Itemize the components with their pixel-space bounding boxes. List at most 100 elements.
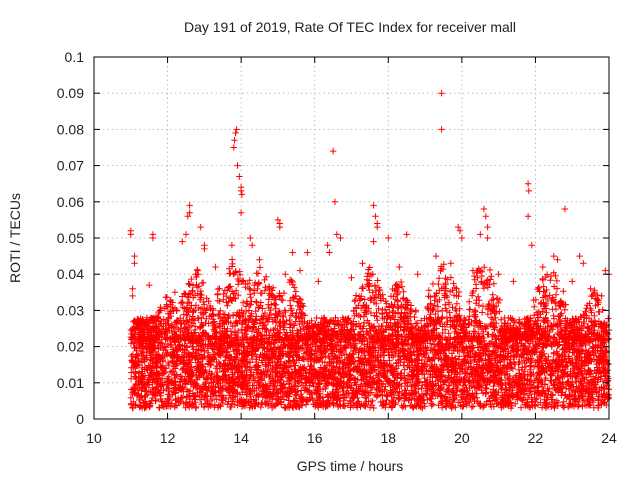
data-point bbox=[575, 378, 582, 386]
data-point bbox=[359, 383, 366, 390]
data-point bbox=[300, 325, 307, 332]
data-point bbox=[297, 326, 304, 333]
data-point bbox=[544, 317, 551, 325]
data-point bbox=[391, 327, 399, 334]
data-point bbox=[550, 269, 557, 276]
data-point bbox=[476, 362, 483, 370]
data-point bbox=[582, 308, 589, 315]
data-point bbox=[246, 277, 253, 284]
data-point bbox=[185, 280, 192, 287]
data-point bbox=[564, 317, 571, 324]
data-point bbox=[303, 326, 310, 333]
data-point bbox=[296, 306, 303, 313]
data-point bbox=[281, 307, 288, 314]
data-point bbox=[473, 384, 481, 392]
data-point bbox=[435, 275, 443, 282]
data-point bbox=[228, 256, 236, 263]
data-point bbox=[137, 402, 144, 409]
data-point bbox=[374, 387, 382, 394]
data-point bbox=[324, 339, 331, 346]
data-point bbox=[160, 316, 167, 323]
data-point bbox=[325, 353, 332, 360]
data-point bbox=[189, 282, 197, 289]
data-point bbox=[217, 403, 224, 410]
data-point bbox=[473, 394, 481, 402]
data-point bbox=[451, 325, 459, 332]
data-point bbox=[278, 296, 285, 303]
data-point bbox=[386, 357, 393, 364]
data-point bbox=[490, 280, 498, 287]
data-point bbox=[309, 395, 316, 402]
data-point bbox=[227, 365, 235, 373]
data-point bbox=[515, 366, 523, 374]
data-point bbox=[291, 284, 298, 291]
data-point bbox=[598, 342, 605, 349]
data-point bbox=[389, 309, 396, 316]
data-point bbox=[445, 330, 452, 337]
data-point bbox=[198, 314, 205, 322]
data-point bbox=[252, 308, 259, 315]
data-point bbox=[161, 331, 168, 339]
data-point bbox=[164, 340, 172, 348]
data-point bbox=[401, 366, 408, 373]
data-point bbox=[453, 285, 460, 292]
data-point bbox=[225, 284, 232, 291]
data-point bbox=[548, 391, 555, 398]
data-point bbox=[474, 274, 481, 281]
data-point bbox=[394, 288, 401, 295]
data-point bbox=[547, 277, 554, 284]
data-point bbox=[486, 266, 494, 274]
data-points bbox=[127, 90, 613, 412]
data-point bbox=[160, 387, 167, 394]
data-point bbox=[546, 292, 553, 299]
data-point bbox=[509, 328, 517, 335]
data-point bbox=[471, 328, 479, 336]
data-point bbox=[188, 316, 195, 324]
data-point bbox=[337, 347, 345, 354]
data-point bbox=[459, 386, 466, 393]
data-point bbox=[483, 398, 491, 405]
data-point bbox=[483, 343, 490, 351]
data-point bbox=[357, 295, 364, 302]
data-point bbox=[214, 285, 222, 293]
data-point bbox=[469, 337, 476, 344]
data-point bbox=[430, 341, 438, 348]
data-point bbox=[350, 393, 357, 401]
data-point bbox=[464, 387, 471, 394]
data-point bbox=[584, 302, 591, 309]
data-point bbox=[300, 303, 307, 310]
data-point bbox=[593, 296, 600, 303]
data-point bbox=[407, 302, 415, 309]
data-point bbox=[178, 298, 186, 306]
data-point bbox=[434, 377, 441, 384]
data-point bbox=[435, 280, 442, 288]
data-point bbox=[583, 374, 590, 381]
data-point bbox=[180, 331, 187, 338]
data-point bbox=[470, 287, 477, 295]
data-point bbox=[456, 305, 463, 312]
data-point bbox=[369, 384, 376, 391]
data-point bbox=[387, 293, 395, 300]
data-point bbox=[246, 301, 254, 309]
data-point bbox=[470, 322, 478, 329]
data-point bbox=[397, 313, 404, 321]
data-point bbox=[366, 264, 373, 271]
data-point bbox=[295, 314, 302, 321]
data-point bbox=[419, 382, 426, 389]
data-point bbox=[584, 378, 591, 386]
data-point bbox=[565, 385, 572, 393]
data-point bbox=[555, 316, 563, 324]
data-point bbox=[432, 292, 439, 300]
data-point bbox=[170, 307, 177, 314]
data-point bbox=[214, 291, 221, 298]
data-point bbox=[596, 368, 603, 375]
data-point bbox=[313, 390, 320, 397]
data-point bbox=[542, 374, 549, 382]
data-point bbox=[364, 329, 371, 337]
data-point bbox=[490, 319, 498, 326]
data-point bbox=[479, 309, 486, 316]
data-point bbox=[297, 344, 304, 351]
data-point bbox=[417, 350, 425, 357]
data-point bbox=[400, 327, 407, 335]
data-point bbox=[288, 277, 295, 284]
